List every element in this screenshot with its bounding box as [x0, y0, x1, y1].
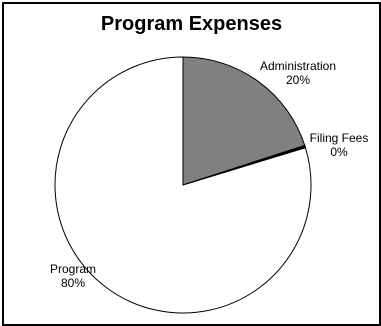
slice-label-administration: Administration 20%: [260, 59, 336, 87]
pie-slice-administration: [182, 56, 306, 186]
pie-slice-program: [54, 56, 312, 314]
slice-label-program: Program 80%: [50, 262, 96, 290]
chart-title: Program Expenses: [100, 13, 283, 35]
slice-label-filing-fees: Filing Fees 0%: [310, 131, 369, 159]
